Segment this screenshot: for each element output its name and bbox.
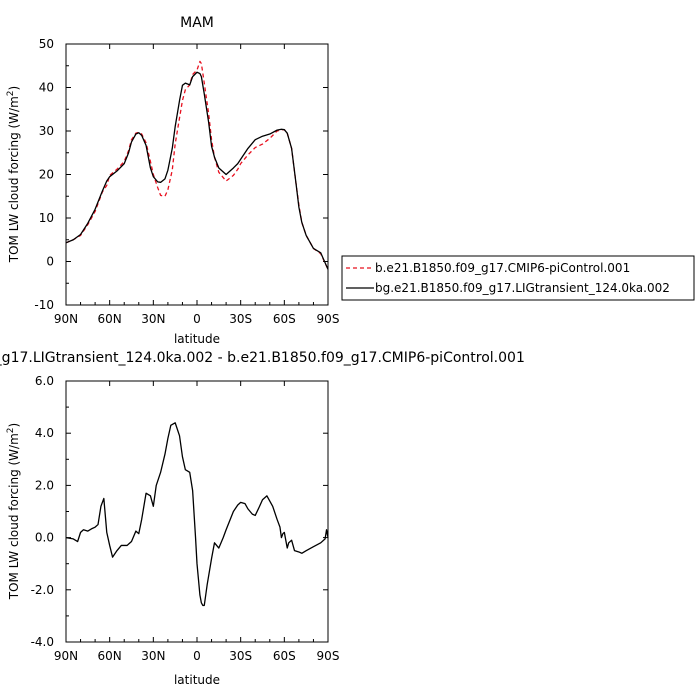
bottom-xtick-label-2: 30N — [141, 649, 165, 663]
top-panel-xlabel: latitude — [174, 332, 220, 346]
top-ytick-label-0: -10 — [34, 298, 54, 312]
bottom-panel-ylabel-text: TOM LW cloud forcing (W/m — [7, 433, 21, 600]
top-panel-ticks: 90N 60N 30N 0 30S 60S 90S -10 0 10 20 30 40 50 — [34, 37, 339, 326]
top-series-0-line — [65, 60, 329, 270]
legend-box — [341, 255, 695, 301]
legend-label-control: b.e21.B1850.f09_g17.CMIP6-piControl.001 — [375, 261, 630, 275]
legend-label-transient: bg.e21.B1850.f09_g17.LIGtransient_124.0k… — [375, 281, 670, 295]
top-panel-ylabel-text: TOM LW cloud forcing (W/m — [7, 96, 21, 263]
bottom-xtick-label-4: 30S — [229, 649, 252, 663]
top-xtick-label-0: 90N — [54, 312, 78, 326]
bottom-panel-ylabel-sup: 2 — [6, 427, 16, 433]
bottom-xtick-label-6: 90S — [317, 649, 340, 663]
top-xtick-label-1: 60N — [98, 312, 122, 326]
top-xtick-label-6: 90S — [317, 312, 340, 326]
top-ytick-label-1: 0 — [46, 255, 54, 269]
top-panel-series — [65, 60, 329, 270]
bottom-series-0-line — [65, 422, 329, 607]
bottom-panel: bg.e21.B1850.f09_g17.LIGtransient_124.0k… — [0, 350, 525, 687]
bottom-ytick-label-5: 6.0 — [35, 374, 54, 388]
top-xtick-label-3: 0 — [193, 312, 201, 326]
top-panel-ylabel-sup: 2 — [6, 90, 16, 96]
bottom-panel-ylabel: TOM LW cloud forcing (W/m2) — [6, 423, 21, 600]
bottom-panel-series — [65, 422, 329, 607]
bottom-ytick-label-0: -4.0 — [31, 635, 54, 649]
bottom-panel-title: bg.e21.B1850.f09_g17.LIGtransient_124.0k… — [0, 350, 525, 366]
top-panel-ylabel: TOM LW cloud forcing (W/m2) — [6, 86, 21, 263]
bottom-ytick-label-4: 4.0 — [35, 426, 54, 440]
top-series-1-line — [65, 71, 329, 270]
top-panel: MAM 90N 60N 30N 0 30S 60S 90S -10 0 10 20 30 40 50 la… — [6, 15, 339, 346]
bottom-ytick-label-2: 0.0 — [35, 531, 54, 545]
legend: b.e21.B1850.f09_g17.CMIP6-piControl.001 … — [341, 255, 695, 301]
top-ytick-label-4: 30 — [39, 124, 54, 138]
top-panel-ylabel-close: ) — [7, 86, 21, 91]
top-xtick-label-4: 30S — [229, 312, 252, 326]
bottom-ytick-label-1: -2.0 — [31, 583, 54, 597]
bottom-panel-ticks: 90N 60N 30N 0 30S 60S 90S -4.0 -2.0 0.0 2.0 4.0 6.0 — [31, 374, 340, 663]
top-ytick-label-3: 20 — [39, 168, 54, 182]
bottom-xtick-label-0: 90N — [54, 649, 78, 663]
bottom-ytick-label-3: 2.0 — [35, 478, 54, 492]
bottom-panel-xlabel: latitude — [174, 673, 220, 687]
top-ytick-label-6: 50 — [39, 37, 54, 51]
top-xtick-label-5: 60S — [273, 312, 296, 326]
top-xtick-label-2: 30N — [141, 312, 165, 326]
bottom-panel-ylabel-close: ) — [7, 423, 21, 428]
top-ytick-label-5: 40 — [39, 81, 54, 95]
top-ytick-label-2: 10 — [39, 211, 54, 225]
bottom-xtick-label-5: 60S — [273, 649, 296, 663]
bottom-panel-frame — [65, 380, 329, 643]
top-panel-title: MAM — [180, 15, 214, 31]
top-panel-frame — [65, 43, 329, 306]
bottom-xtick-label-1: 60N — [98, 649, 122, 663]
bottom-xtick-label-3: 0 — [193, 649, 201, 663]
